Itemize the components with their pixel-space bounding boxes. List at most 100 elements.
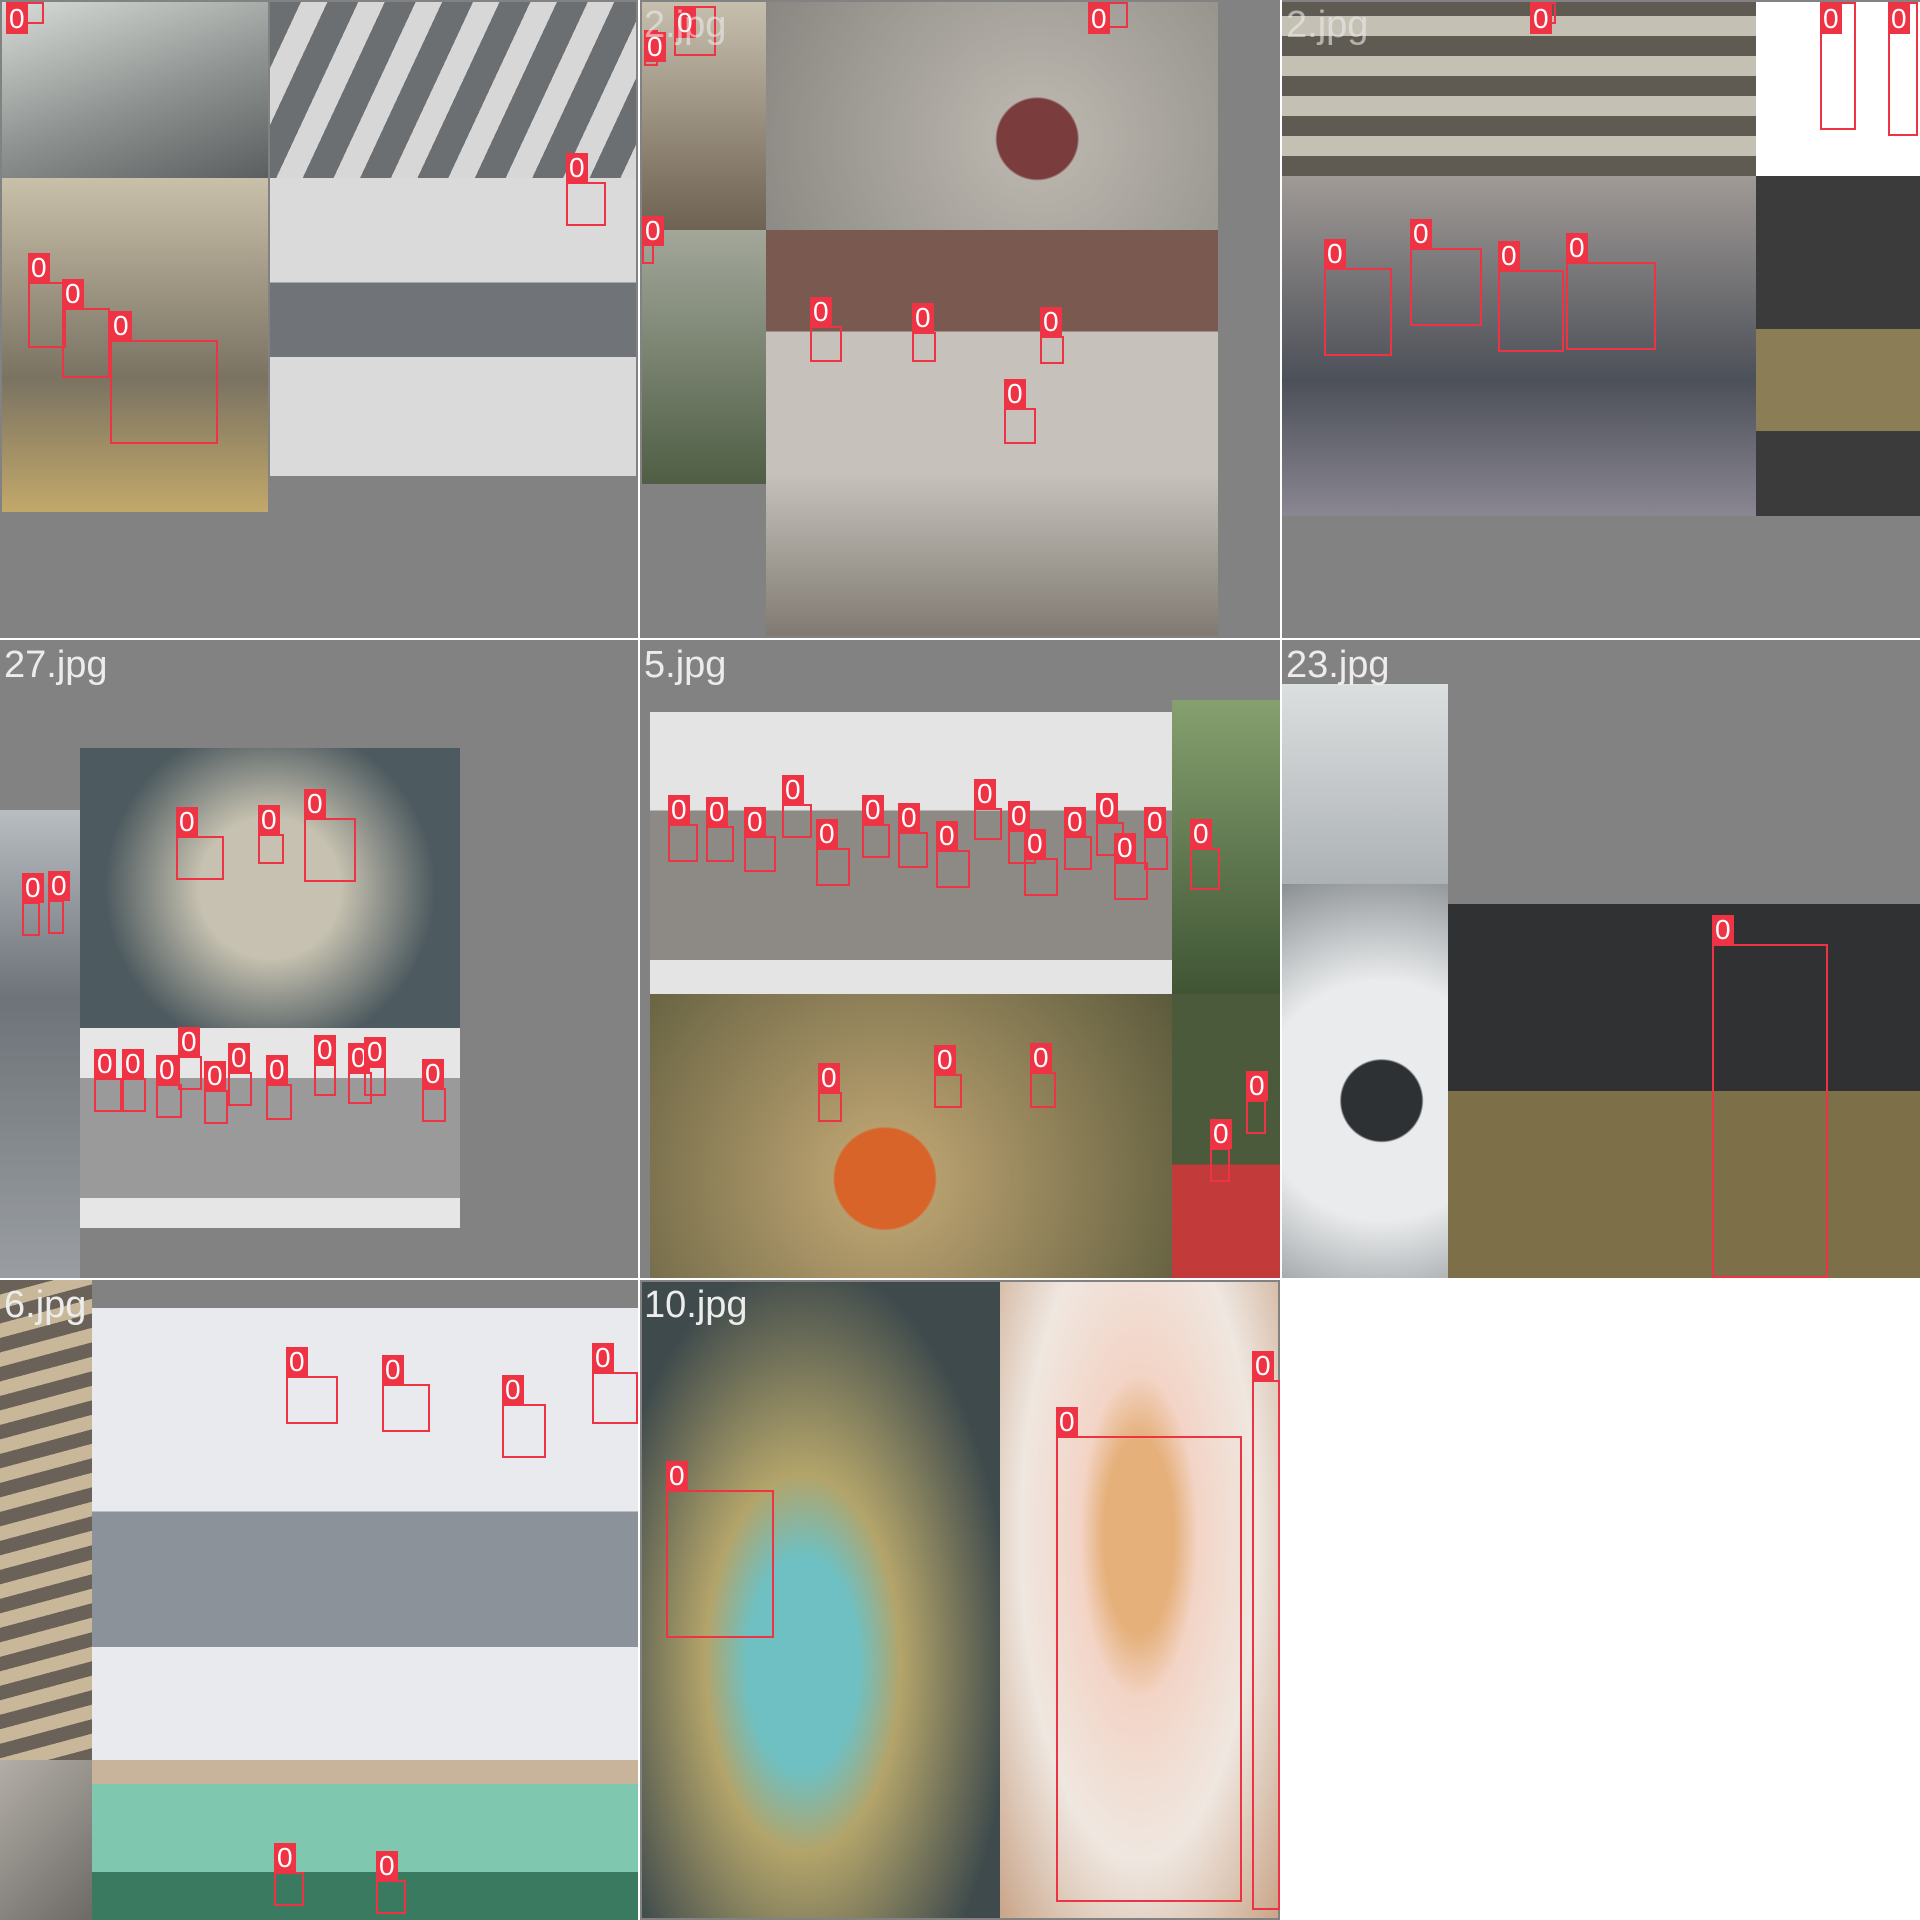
detection-label: 0 <box>228 1043 250 1073</box>
tile-7: 6.jpg 0 0 0 0 0 0 <box>0 1280 638 1920</box>
detection-label: 0 <box>668 795 690 825</box>
detection-box: 0 <box>28 253 66 348</box>
detection-box: 0 <box>1498 241 1564 352</box>
detection-box: 0 <box>666 1461 774 1638</box>
detection-label: 0 <box>286 1347 308 1377</box>
detection-box: 0 <box>862 795 890 858</box>
detection-label: 0 <box>502 1375 524 1405</box>
detection-box: 0 <box>1088 2 1128 34</box>
detection-label: 0 <box>1888 4 1910 34</box>
photo-group-shutterstock-large <box>650 712 1172 994</box>
detection-label: 0 <box>422 1059 444 1089</box>
photo-trees <box>1172 700 1280 994</box>
detection-label: 0 <box>1064 807 1086 837</box>
detection-box: 0 <box>258 805 284 864</box>
photo-steps <box>0 1280 92 1760</box>
detection-label: 0 <box>1324 239 1346 269</box>
photo-lake-boats <box>92 1760 638 1920</box>
detection-label: 0 <box>1712 915 1734 945</box>
detection-box: 0 <box>364 1037 386 1096</box>
detection-label: 0 <box>274 1843 296 1873</box>
photo-white-car <box>1282 884 1448 1278</box>
detection-label: 0 <box>1566 233 1588 263</box>
detection-label: 0 <box>1498 241 1520 271</box>
detection-box: 0 <box>156 1055 182 1118</box>
detection-label: 0 <box>304 789 326 819</box>
detection-label: 0 <box>1210 1119 1232 1149</box>
detection-box: 0 <box>502 1375 546 1458</box>
detection-label: 0 <box>674 8 696 38</box>
detection-label: 0 <box>176 807 198 837</box>
tile-filename: 6.jpg <box>4 1284 87 1326</box>
tile-2: 2.jpg 0 0 0 0 0 0 0 0 <box>640 0 1280 638</box>
detection-box: 0 <box>1566 233 1656 350</box>
detection-box: 0 <box>1056 1407 1242 1902</box>
detection-label: 0 <box>266 1055 288 1085</box>
detection-label: 0 <box>782 775 804 805</box>
detection-label: 0 <box>566 153 588 183</box>
detection-label: 0 <box>1190 819 1212 849</box>
photo-crosswalk-blind-walker-2 <box>270 178 636 476</box>
tile-6: 23.jpg 0 <box>1282 640 1920 1278</box>
detection-label: 0 <box>642 216 664 246</box>
detection-label: 0 <box>364 1037 386 1067</box>
photo-sitting-man-road <box>766 2 1218 230</box>
detection-box: 0 <box>1888 2 1918 136</box>
detection-box: 0 <box>1144 807 1168 870</box>
tile-filename: 23.jpg <box>1286 644 1390 686</box>
detection-label: 0 <box>818 1063 840 1093</box>
detection-label: 0 <box>1040 307 1062 337</box>
detection-label: 0 <box>110 311 132 341</box>
detection-label: 0 <box>376 1851 398 1881</box>
detection-box: 0 <box>810 297 842 362</box>
detection-box: 0 <box>934 1045 962 1108</box>
photo-man-writing-glasses <box>1448 904 1920 1278</box>
detection-label: 0 <box>744 807 766 837</box>
detection-label: 0 <box>666 1461 688 1491</box>
detection-label: 0 <box>62 279 84 309</box>
detection-label: 0 <box>22 873 44 903</box>
detection-box: 0 <box>668 795 698 862</box>
photo-schoolgirls <box>1282 176 1756 516</box>
photo-boys-street <box>2 178 268 512</box>
tile-filename: 2.jpg <box>1286 4 1369 46</box>
detection-box: 0 <box>592 1343 638 1424</box>
detection-box: 0 <box>62 279 110 378</box>
photo-police-street <box>766 230 1218 636</box>
detection-label: 0 <box>592 1343 614 1373</box>
detection-box: 0 <box>1410 219 1482 326</box>
detection-box: 0 <box>314 1035 336 1096</box>
photo-woman-sunglasses-car <box>642 1282 1000 1918</box>
detection-label: 0 <box>1008 801 1030 831</box>
detection-label: 0 <box>1530 4 1552 34</box>
detection-box: 0 <box>204 1061 228 1124</box>
detection-label: 0 <box>1410 219 1432 249</box>
detection-label: 0 <box>816 819 838 849</box>
detection-box: 0 <box>974 779 1002 840</box>
detection-label: 0 <box>1252 1351 1274 1381</box>
detection-label: 0 <box>156 1055 178 1085</box>
detection-box: 0 <box>644 30 666 66</box>
detection-box: 0 <box>266 1055 292 1120</box>
photo-dark-fabric <box>1756 176 1920 516</box>
photo-sidewalk-plants <box>642 230 766 484</box>
detection-box: 0 <box>1004 379 1036 444</box>
detection-box: 0 <box>6 2 44 34</box>
detection-label: 0 <box>28 253 50 283</box>
detection-label: 0 <box>1030 1043 1052 1073</box>
detection-box: 0 <box>898 803 928 868</box>
detection-box: 0 <box>274 1843 304 1906</box>
detection-label: 0 <box>382 1355 404 1385</box>
detection-box: 0 <box>818 1063 842 1122</box>
tile-filename: 10.jpg <box>644 1284 748 1326</box>
detection-box: 0 <box>566 153 606 226</box>
detection-box: 0 <box>228 1043 252 1106</box>
detection-label: 0 <box>898 803 920 833</box>
detection-box: 0 <box>178 1027 202 1090</box>
detection-label: 0 <box>912 303 934 333</box>
detection-box: 0 <box>376 1851 406 1914</box>
detection-box: 0 <box>1030 1043 1056 1108</box>
detection-label: 0 <box>122 1049 144 1079</box>
detection-box: 0 <box>110 311 218 444</box>
